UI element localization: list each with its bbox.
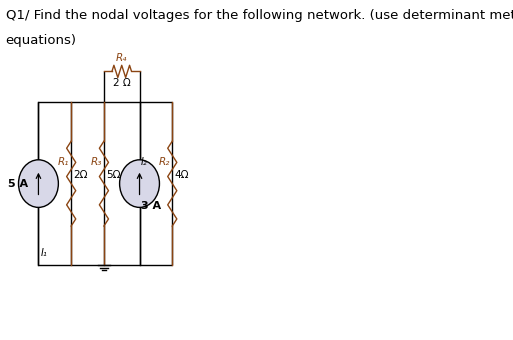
Text: I₁: I₁ bbox=[41, 249, 48, 258]
Text: 5Ω: 5Ω bbox=[106, 170, 121, 180]
Text: R₄: R₄ bbox=[116, 53, 127, 63]
Circle shape bbox=[120, 160, 160, 207]
Text: I₂: I₂ bbox=[141, 156, 148, 167]
Circle shape bbox=[18, 160, 58, 207]
Text: equations): equations) bbox=[6, 34, 77, 47]
Text: 3 A: 3 A bbox=[141, 201, 161, 211]
Text: 5 A: 5 A bbox=[8, 178, 29, 189]
Text: Q1/ Find the nodal voltages for the following network. (use determinant method t: Q1/ Find the nodal voltages for the foll… bbox=[6, 8, 513, 21]
Text: 4Ω: 4Ω bbox=[174, 170, 189, 180]
Text: R₁: R₁ bbox=[57, 156, 69, 167]
Text: R₃: R₃ bbox=[90, 156, 102, 167]
Text: R₂: R₂ bbox=[159, 156, 170, 167]
Text: 2 Ω: 2 Ω bbox=[113, 78, 131, 88]
Text: 2Ω: 2Ω bbox=[73, 170, 88, 180]
